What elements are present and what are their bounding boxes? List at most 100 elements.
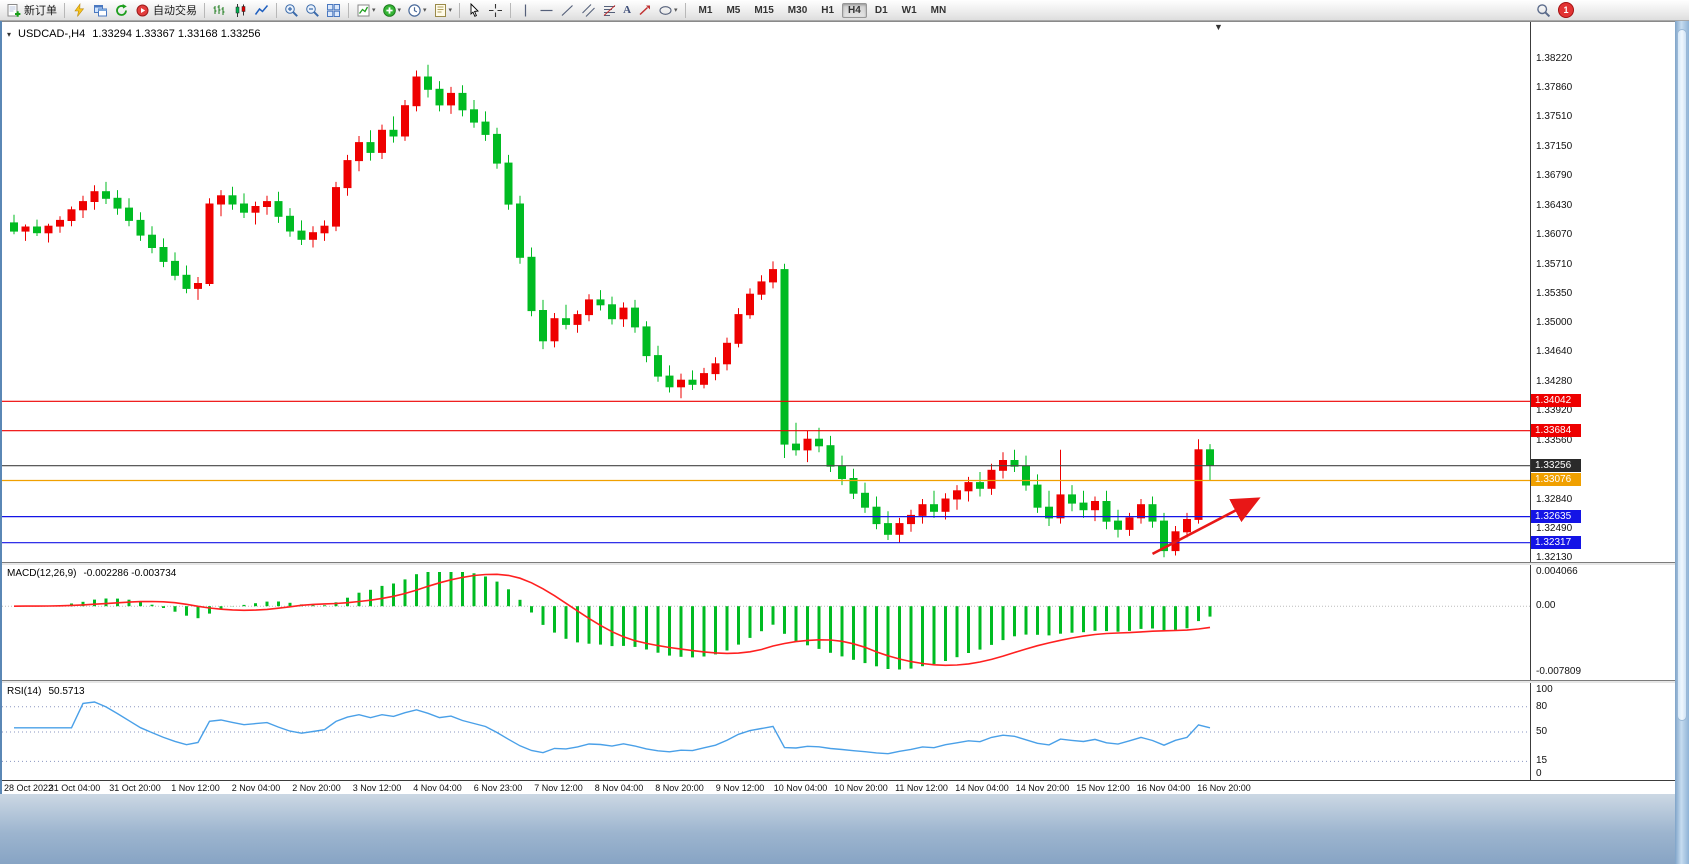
time-axis-label: 2 Nov 04:00 [231,783,281,793]
timeframe-button-m30[interactable]: M30 [787,4,808,16]
candlestick-mode-button[interactable] [231,2,250,19]
timeframe-button-h4[interactable]: H4 [842,2,867,18]
price-axis-label: 1.32840 [1536,493,1573,505]
market-watch-button[interactable] [91,2,110,19]
zoom-in-icon [285,3,298,17]
panel-splitter[interactable] [2,680,1675,683]
bar-chart-mode-button[interactable] [210,2,229,19]
toolbar-separator [276,2,277,18]
time-axis-label: 31 Oct 20:00 [109,783,161,793]
rsi-axis-label: 80 [1536,700,1548,712]
autotrading-button[interactable]: 自动交易 [133,2,199,19]
toolbar-separator [204,2,205,18]
price-axis-label: 1.34280 [1536,375,1573,387]
horizontal-line-icon [540,9,553,11]
time-axis-label: 2 Nov 20:00 [292,783,341,793]
metaeditor-button[interactable] [70,2,89,19]
zoom-in-button[interactable] [282,2,301,19]
text-tool-button[interactable]: A [621,2,633,19]
timeframe-button-m15[interactable]: M15 [754,4,774,16]
indicators-button[interactable]: ▾ [380,2,404,19]
time-axis-label: 7 Nov 12:00 [534,783,583,793]
fibonacci-icon [603,4,616,16]
templates-button[interactable]: ▾ [431,2,455,19]
trendline-tool-button[interactable] [558,2,577,19]
rsi-plot[interactable] [2,682,1530,780]
trendline-icon [561,4,573,16]
macd-title: MACD(12,26,9) -0.002286 -0.003734 [7,568,176,579]
timeframe-button-mn[interactable]: MN [930,4,947,16]
dropdown-caret-icon: ▾ [397,6,402,14]
refresh-button[interactable] [112,2,131,19]
time-axis-label: 15 Nov 12:00 [1076,783,1130,793]
shapes-tool-button[interactable]: ▾ [656,2,680,19]
scrollbar-thumb[interactable] [1677,29,1687,721]
dropdown-caret-icon: ▾ [448,6,453,14]
fibonacci-tool-button[interactable] [600,2,619,19]
rsi-values: 50.5713 [48,686,85,697]
time-axis-label: 3 Nov 12:00 [352,783,402,793]
line-chart-mode-button[interactable] [252,2,271,19]
toolbar-separator [684,2,686,18]
dropdown-caret-icon: ▾ [674,6,678,14]
windows-icon [94,4,107,16]
autotrading-label: 自动交易 [153,5,197,17]
time-axis-label: 11 Nov 12:00 [895,783,948,793]
window-scrollbar[interactable] [1675,21,1689,864]
new-chart-button[interactable]: ▾ [354,2,378,19]
panel-splitter[interactable] [2,562,1675,565]
channel-icon [582,3,595,17]
macd-axis-label: -0.007809 [1536,666,1582,677]
shapes-icon [659,5,672,15]
price-axis-label: 1.32130 [1536,552,1573,563]
timeframe-button-d1[interactable]: D1 [874,4,888,16]
tile-windows-icon [327,3,340,17]
new-chart-icon [357,4,370,16]
timeframe-button-m5[interactable]: M5 [726,4,741,16]
rsi-axis-label: 50 [1536,726,1548,737]
periods-button[interactable]: ▾ [405,2,429,19]
zoom-out-button[interactable] [303,2,322,19]
vertical-line-tool-button[interactable] [516,2,535,19]
symbol-dropdown-icon[interactable]: ▾ [7,29,12,39]
time-axis: 28 Oct 2022 31 Oct 04:00 31 Oct 20:00 1 Nov… [2,780,1675,796]
arrow-tool-icon [639,5,651,15]
toolbar-separator [510,2,512,18]
timeframe-button-w1[interactable]: W1 [901,4,917,16]
chart-shift-marker[interactable]: ▼ [1214,22,1223,32]
price-axis-label: 1.37150 [1536,140,1573,152]
price-level-tag: 1.32317 [1531,535,1581,549]
timeframe-button-h1[interactable]: H1 [821,4,835,16]
crosshair-tool-button[interactable] [486,2,505,19]
autotrading-icon [136,4,149,16]
dropdown-caret-icon: ▾ [372,6,376,14]
tile-windows-button[interactable] [324,2,343,19]
price-axis-label: 1.36430 [1536,199,1573,211]
timeframe-button-m1[interactable]: M1 [698,4,713,16]
price-axis-label: 1.36070 [1536,229,1573,241]
price-axis-label: 1.33560 [1536,434,1573,446]
toolbar-separator [348,2,349,18]
search-button[interactable] [1534,2,1553,19]
toolbar-separator [459,2,461,18]
new-order-button[interactable]: 新订单 [4,2,59,19]
price-axis-label: 1.38220 [1536,53,1573,64]
line-chart-icon [254,4,269,15]
horizontal-line-tool-button[interactable] [537,2,556,19]
notification-badge[interactable]: 1 [1558,2,1574,18]
candlestick-plot[interactable] [2,22,1530,562]
clock-icon [408,3,421,17]
time-axis-label: 1 Nov 12:00 [171,783,220,793]
channel-tool-button[interactable] [579,2,598,19]
macd-plot[interactable] [2,564,1530,680]
toolbar-separator [64,2,65,18]
toolbar-right-group: 1 [1533,2,1574,19]
price-axis-label: 1.35350 [1536,288,1573,300]
price-axis-label: 1.35710 [1536,258,1573,270]
candlestick-icon [235,3,246,17]
arrows-tool-button[interactable] [635,2,654,19]
time-axis-label: 31 Oct 04:00 [48,783,101,793]
rsi-axis-label: 0 [1536,768,1542,779]
macd-axis-label: 0.00 [1536,600,1556,612]
cursor-tool-button[interactable] [465,2,484,19]
